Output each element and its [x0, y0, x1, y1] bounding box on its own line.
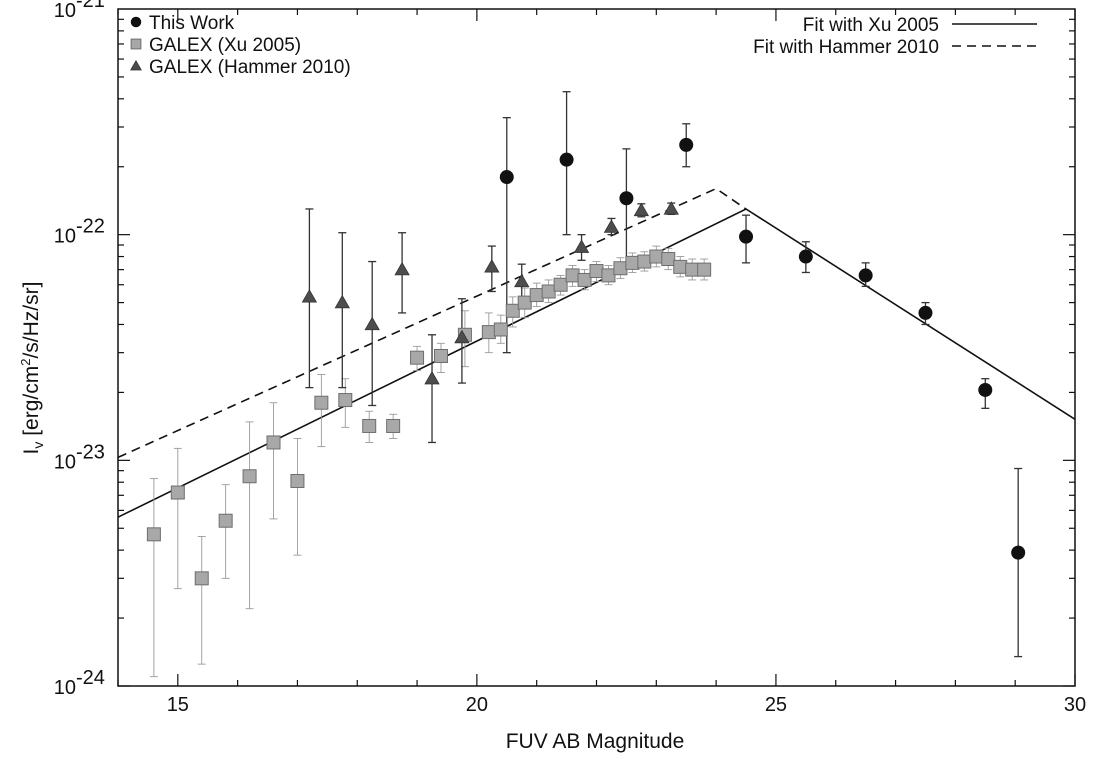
y-tick-exponent: -23: [76, 441, 105, 463]
point-galex-hammer-2010: [301, 289, 318, 303]
point-galex-xu-2005: [314, 395, 329, 410]
legend-label: GALEX (Xu 2005): [149, 35, 301, 56]
point-galex-xu-2005: [649, 249, 664, 264]
point-galex-xu-2005: [481, 325, 496, 340]
point-galex-xu-2005: [218, 513, 233, 528]
y-axis-title-sup: 2: [18, 359, 33, 366]
point-this-work: [559, 152, 574, 167]
y-tick-exponent: -21: [76, 0, 105, 12]
fit-lines: [117, 187, 1076, 518]
point-this-work: [619, 191, 634, 206]
point-galex-xu-2005: [338, 393, 353, 408]
point-galex-xu-2005: [194, 571, 209, 586]
legend-label: GALEX (Hammer 2010): [149, 57, 351, 78]
fit-line-hammer-2010: [117, 187, 747, 459]
point-galex-xu-2005: [577, 272, 592, 287]
point-galex-hammer-2010: [424, 370, 440, 385]
point-galex-hammer-2010: [484, 259, 500, 273]
point-galex-xu-2005: [493, 322, 508, 337]
error-bars: [149, 91, 1023, 678]
legend-label: Fit with Xu 2005: [803, 15, 939, 36]
y-tick-label: 10: [54, 677, 76, 699]
x-tick-label: 20: [466, 694, 488, 716]
point-galex-hammer-2010: [334, 294, 350, 309]
point-galex-hammer-2010: [633, 202, 650, 217]
point-this-work: [679, 137, 694, 152]
point-galex-xu-2005: [433, 348, 448, 363]
data-markers: [146, 137, 1026, 586]
y-axis-title-rest: [erg/cm: [20, 366, 43, 442]
x-tick-label: 30: [1064, 694, 1086, 716]
y-axis-title-sub: v: [30, 442, 46, 449]
point-this-work: [1011, 545, 1026, 560]
point-galex-xu-2005: [661, 252, 676, 267]
point-this-work: [918, 305, 933, 320]
point-galex-xu-2005: [625, 255, 640, 270]
point-galex-xu-2005: [613, 261, 628, 276]
legend-label: This Work: [149, 13, 235, 34]
point-galex-xu-2005: [553, 277, 568, 292]
fit-line-xu-2005: [117, 208, 1076, 518]
legend-symbol-triangle: [130, 59, 142, 71]
point-galex-xu-2005: [266, 435, 281, 450]
point-galex-xu-2005: [517, 295, 532, 310]
point-galex-hammer-2010: [514, 273, 530, 288]
point-this-work: [499, 170, 514, 185]
point-galex-hammer-2010: [573, 239, 590, 253]
point-galex-xu-2005: [410, 350, 425, 365]
x-axis-title: FUV AB Magnitude: [506, 730, 685, 753]
point-galex-xu-2005: [242, 469, 257, 484]
x-tick-label: 15: [167, 694, 189, 716]
y-tick-exponent: -22: [76, 216, 105, 238]
point-galex-xu-2005: [565, 268, 580, 283]
point-this-work: [978, 382, 993, 397]
x-tick-label: 25: [765, 694, 787, 716]
point-galex-xu-2005: [386, 418, 401, 433]
legend-symbol-square: [130, 38, 142, 50]
legend-symbol-circle: [130, 16, 142, 28]
point-galex-xu-2005: [290, 473, 305, 488]
point-galex-hammer-2010: [603, 219, 620, 233]
point-this-work: [739, 229, 754, 244]
plot-frame: [117, 8, 1076, 687]
point-galex-hammer-2010: [454, 329, 470, 344]
point-galex-xu-2005: [362, 418, 377, 433]
y-tick-exponent: -24: [76, 667, 105, 689]
y-tick-label: 10: [54, 0, 76, 22]
y-axis-title-main: I: [20, 449, 43, 455]
y-axis-title: Iv [erg/cm2/s/Hz/sr]: [18, 282, 46, 455]
point-galex-hammer-2010: [663, 201, 679, 215]
point-this-work: [858, 268, 873, 283]
y-tick-label: 10: [54, 226, 76, 248]
point-galex-xu-2005: [146, 527, 161, 542]
point-galex-xu-2005: [505, 303, 520, 318]
point-galex-xu-2005: [589, 264, 604, 279]
point-galex-xu-2005: [697, 262, 712, 277]
legend-label: Fit with Hammer 2010: [753, 37, 939, 58]
point-galex-xu-2005: [673, 259, 688, 274]
y-axis-title-tail: /s/Hz/sr]: [20, 282, 43, 359]
point-galex-xu-2005: [529, 288, 544, 303]
point-galex-xu-2005: [601, 268, 616, 283]
point-galex-xu-2005: [541, 284, 556, 299]
point-galex-xu-2005: [685, 262, 700, 277]
point-galex-hammer-2010: [364, 316, 380, 331]
y-tick-label: 10: [54, 451, 76, 473]
point-galex-xu-2005: [170, 485, 185, 500]
point-this-work: [798, 249, 813, 264]
point-galex-hammer-2010: [394, 261, 410, 276]
point-galex-xu-2005: [637, 254, 652, 269]
